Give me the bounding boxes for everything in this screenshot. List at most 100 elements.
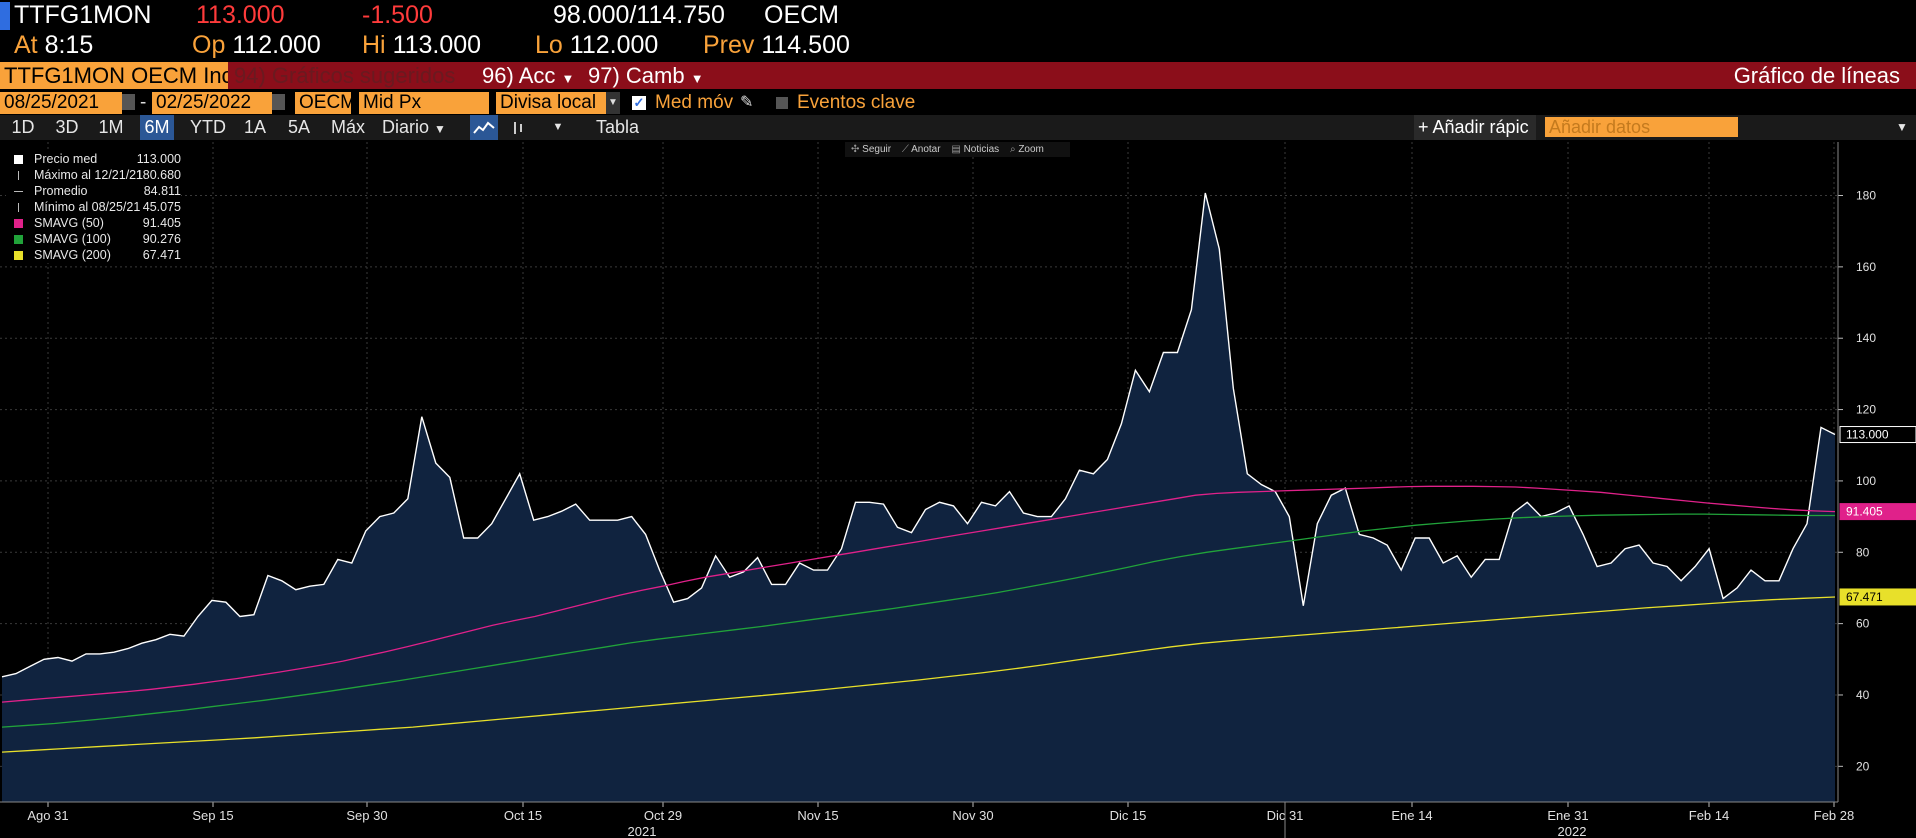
period-ytd[interactable]: YTD — [190, 117, 226, 137]
chevron-down-icon: ▼ — [434, 122, 446, 136]
period-max[interactable]: Máx — [330, 117, 365, 137]
security-field[interactable]: TTFG1MON OECM Inc — [0, 62, 228, 89]
year-label: 2021 — [628, 824, 657, 838]
chart-legend: Precio med 113.000 Máximo al 12/21/21 180.… — [6, 151, 181, 263]
annotate-button[interactable]: Anotar — [911, 144, 941, 155]
at-label: At — [14, 31, 38, 59]
open-label: Op — [192, 31, 226, 59]
actions-label: 96) Acc — [482, 63, 556, 88]
prev-value: 114.500 — [761, 31, 850, 59]
field-input[interactable]: Mid Px — [359, 92, 489, 114]
y-tick-label: 140 — [1856, 331, 1876, 345]
legend-label: SMAVG (50) — [34, 216, 104, 230]
legend-item: SMAVG (200) 67.471 — [6, 247, 181, 263]
annotate-icon: ⟋ — [901, 144, 909, 155]
period-5a[interactable]: 5A — [287, 117, 311, 137]
date-separator: - — [140, 92, 147, 113]
open-field: Op 112.000 — [192, 30, 321, 60]
legend-value: 67.471 — [142, 248, 181, 262]
period-3d[interactable]: 3D — [55, 117, 79, 137]
sma-line — [1, 513, 1835, 728]
legend-value: 45.075 — [142, 200, 181, 214]
pencil-icon[interactable]: ✎ — [740, 94, 754, 111]
y-tick-label: 180 — [1856, 189, 1876, 203]
frequency-select[interactable]: Diario ▼ — [382, 115, 460, 140]
x-tick-label: Oct 15 — [504, 808, 542, 823]
bid-ask-range: 98.000/114.750 — [553, 1, 725, 29]
line-chart-icon[interactable] — [470, 115, 498, 140]
pricing-source: OECM — [764, 1, 839, 29]
chevron-down-icon[interactable]: ▼ — [552, 121, 564, 133]
x-axis: Ago 31 Sep 15 Sep 30 Oct 15 Oct 29 Nov 15 Nov … — [0, 801, 1854, 838]
legend-value: 84.811 — [143, 184, 181, 198]
legend-swatch — [14, 155, 23, 164]
calendar-icon[interactable] — [272, 94, 285, 110]
move-icon: ✣ — [851, 144, 860, 155]
chevron-down-icon[interactable]: ▼ — [1896, 120, 1908, 134]
moving-avg-label: Med móv — [655, 92, 734, 113]
moving-avg-checkbox[interactable]: ✓ — [632, 95, 646, 110]
legend-label: Máximo al 12/21/21 — [34, 168, 144, 182]
chevron-down-icon: ▼ — [690, 71, 704, 86]
y-axis: 20 40 60 80 100 120 140 160 180 — [1837, 142, 1876, 802]
year-label: 2022 — [1558, 824, 1587, 838]
actions-menu[interactable]: 96) Acc ▼ — [474, 62, 582, 89]
open-value: 112.000 — [232, 31, 321, 59]
legend-swatch — [14, 235, 23, 244]
sma-line — [1, 485, 1836, 703]
add-data-input[interactable]: Añadir datos — [1545, 117, 1738, 137]
price-chart[interactable]: 20 40 60 80 100 120 140 160 180 Ago 31 Sep 15 Sep … — [0, 142, 1916, 838]
bar-chart-icon[interactable] — [504, 115, 532, 140]
legend-item: Mínimo al 08/25/21 45.075 — [6, 199, 181, 215]
legend-label: Mínimo al 08/25/21 — [34, 200, 141, 214]
zoom-button[interactable]: Zoom — [1018, 144, 1044, 155]
tag-box — [1839, 426, 1916, 444]
frequency-label: Diario — [382, 117, 430, 137]
chart-type-label: Gráfico de líneas — [1733, 63, 1900, 88]
chart-lines — [1, 192, 1836, 753]
legend-item: Promedio 84.811 — [6, 183, 181, 199]
min-marker-icon — [18, 203, 19, 212]
change-menu[interactable]: 97) Camb ▼ — [580, 62, 708, 89]
news-button[interactable]: Noticias — [963, 144, 1000, 155]
end-date-input[interactable]: 02/25/2022 — [152, 92, 272, 114]
legend-item: SMAVG (50) 91.405 — [6, 215, 181, 231]
x-tick-label: Ene 14 — [1391, 808, 1432, 823]
start-date-input[interactable]: 08/25/2021 — [0, 92, 122, 114]
zoom-icon: ⌕ — [1009, 144, 1016, 155]
period-1m[interactable]: 1M — [98, 117, 124, 137]
add-quick-button[interactable]: + Añadir rápic — [1414, 115, 1536, 140]
change-label: 97) Camb — [588, 63, 685, 88]
legend-value: 90.276 — [142, 232, 181, 246]
y-tick-label: 40 — [1856, 688, 1870, 702]
price-area-fill — [2, 193, 1835, 802]
events-checkbox[interactable] — [776, 97, 788, 109]
ticker-marker — [0, 2, 10, 30]
last-value-tag: 113.000 — [1839, 426, 1916, 444]
low-label: Lo — [535, 31, 563, 59]
add-data-placeholder: Añadir datos — [1549, 117, 1651, 137]
chart-mini-toolbar: ✣ Seguir ⟋ Anotar ▤ Noticias ⌕ Zoom — [845, 142, 1070, 157]
source-input[interactable]: OECM — [295, 92, 351, 114]
table-button[interactable]: Tabla — [596, 117, 640, 137]
calendar-icon[interactable] — [122, 94, 135, 110]
y-tick-label: 20 — [1856, 759, 1870, 773]
tag-value: 67.471 — [1846, 590, 1883, 604]
last-value-tag: 91.405 — [1839, 503, 1916, 521]
chevron-down-icon[interactable]: ▼ — [606, 92, 620, 114]
suggested-charts-button[interactable]: 94) Gráficos sugeridos — [234, 63, 456, 88]
period-1d[interactable]: 1D — [11, 117, 35, 137]
x-tick-label: Dic 15 — [1110, 808, 1147, 823]
period-1a[interactable]: 1A — [243, 117, 267, 137]
x-tick-label: Feb 28 — [1814, 808, 1854, 823]
legend-label: Promedio — [34, 184, 88, 198]
max-marker-icon — [18, 171, 19, 180]
x-tick-label: Nov 15 — [797, 808, 838, 823]
period-6m[interactable]: 6M — [140, 115, 174, 140]
ticker-name: TTFG1MON — [14, 1, 152, 29]
sma-line — [1, 596, 1836, 753]
chevron-down-icon: ▼ — [561, 71, 575, 86]
at-value: 8:15 — [44, 31, 94, 59]
follow-button[interactable]: Seguir — [862, 144, 892, 155]
currency-select[interactable]: Divisa local — [496, 92, 608, 114]
